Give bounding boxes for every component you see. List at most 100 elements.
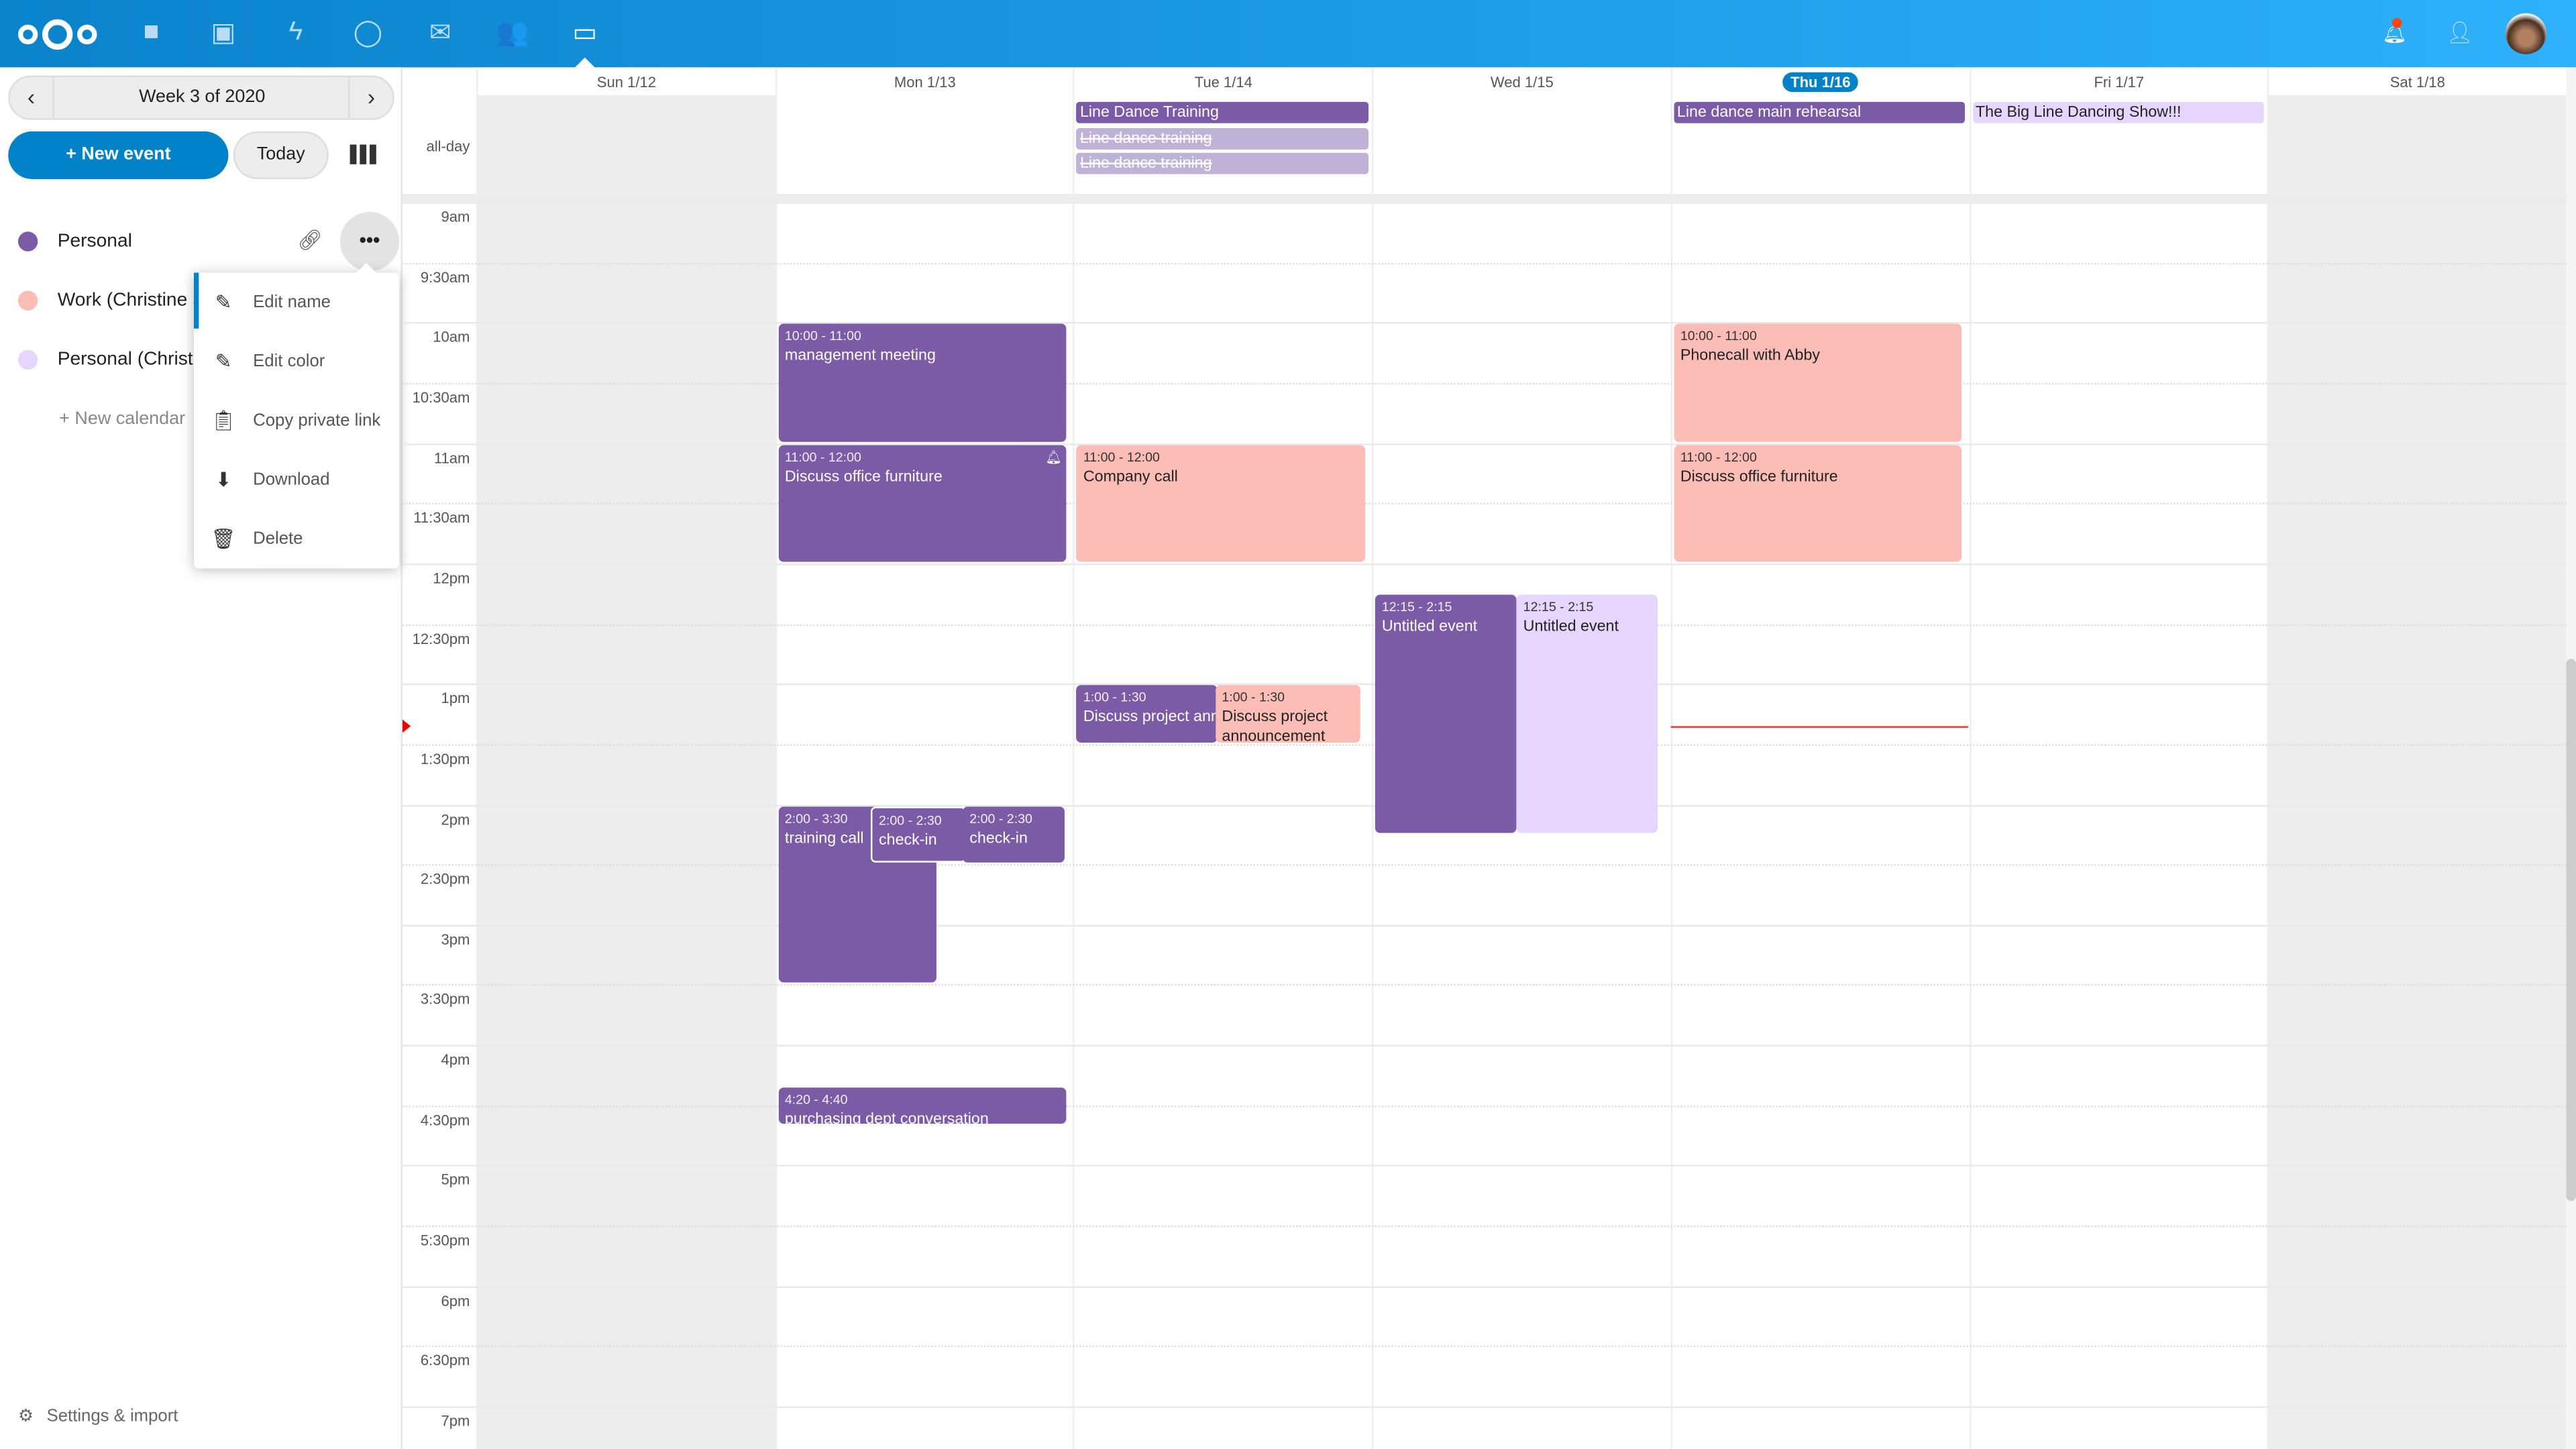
day-column[interactable]	[1670, 95, 1970, 1449]
menu-item-copy-private-link[interactable]: 📋︎ Copy private link	[194, 391, 399, 450]
day-column[interactable]	[775, 95, 1074, 1449]
menu-item-edit-name[interactable]: ✎ Edit name	[194, 273, 399, 332]
grid-line	[402, 985, 2567, 987]
day-header[interactable]: Wed 1/15	[1372, 67, 1671, 96]
trash-icon: 🗑︎	[211, 527, 236, 551]
calendar-item-personal[interactable]: Personal 🔗︎ •••	[0, 211, 402, 272]
nextcloud-logo[interactable]	[16, 16, 98, 52]
calendar-event[interactable]: 11:00 - 12:00 Discuss office furniture 🔔︎	[778, 444, 1067, 562]
event-time: 1:00 - 1:30	[1083, 690, 1146, 706]
time-label: 6:30pm	[420, 1352, 470, 1369]
pencil-icon: ✎	[215, 290, 232, 314]
scrollbar[interactable]	[2566, 67, 2576, 1449]
day-label: Mon 1/13	[894, 72, 956, 90]
grid-line	[402, 924, 2567, 926]
day-column[interactable]	[1073, 95, 1373, 1449]
calendar-event[interactable]: 12:15 - 2:15 Untitled event	[1375, 595, 1517, 833]
new-event-button[interactable]: + New event	[8, 131, 229, 179]
day-label: Sun 1/12	[596, 72, 657, 90]
calendar-event[interactable]: 1:00 - 1:30 Discuss project announcement	[1077, 685, 1218, 743]
all-day-event[interactable]: Line Dance Training	[1077, 101, 1369, 123]
contacts-menu-icon[interactable]: 👤︎	[2446, 19, 2474, 45]
settings-label: Settings & import	[46, 1406, 178, 1426]
day-label: Wed 1/15	[1490, 72, 1554, 90]
all-day-event[interactable]: Line dance training	[1077, 152, 1369, 174]
day-column[interactable]	[1969, 95, 2268, 1449]
calendar-event[interactable]: 12:15 - 2:15 Untitled event	[1516, 595, 1658, 833]
time-label: 10am	[433, 329, 470, 346]
event-time: 2:00 - 3:30	[784, 810, 848, 826]
event-time: 1:00 - 1:30	[1222, 690, 1285, 706]
all-day-event[interactable]: Line dance main rehearsal	[1674, 101, 1966, 123]
menu-label: Edit color	[253, 352, 325, 372]
day-header[interactable]: Sun 1/12	[476, 67, 775, 96]
menu-item-edit-color[interactable]: ✎ Edit color	[194, 332, 399, 391]
gear-icon: ⚙	[17, 1406, 34, 1426]
next-week-button[interactable]: ›	[348, 77, 392, 119]
all-day-event[interactable]: Line dance training	[1077, 127, 1369, 149]
calendar-event[interactable]: 11:00 - 12:00 Discuss office furniture	[1674, 444, 1963, 562]
day-header[interactable]: Tue 1/14	[1073, 67, 1373, 96]
day-column[interactable]	[476, 95, 775, 1449]
activity-icon[interactable]: ϟ	[288, 17, 303, 46]
calendar-item-work[interactable]: Work (Christine S	[0, 271, 402, 330]
calendar-event[interactable]: 11:00 - 12:00 Company call	[1077, 444, 1366, 562]
time-label: 1pm	[441, 690, 470, 707]
time-label: 10:30am	[412, 389, 470, 406]
event-title: check-in	[969, 828, 1028, 847]
settings-import-button[interactable]: ⚙ Settings & import	[18, 1406, 178, 1426]
menu-label: Delete	[253, 529, 303, 549]
more-actions-button[interactable]: •••	[339, 211, 400, 272]
calendar-icon[interactable]: ▭	[572, 19, 598, 48]
calendar-event[interactable]: 1:00 - 1:30 Discuss project announcement	[1215, 685, 1360, 743]
day-header[interactable]: Sat 1/18	[2267, 67, 2567, 96]
download-icon: ⬇	[215, 468, 232, 492]
calendar-event[interactable]: 4:20 - 4:40 purchasing dept conversation	[778, 1087, 1067, 1124]
grid-line	[402, 1406, 2567, 1408]
calendar-event[interactable]: 2:00 - 2:30 check-in	[870, 806, 966, 863]
event-time: 10:00 - 11:00	[1680, 329, 1757, 344]
calendar-event[interactable]: 2:00 - 2:30 check-in	[963, 806, 1065, 863]
menu-item-download[interactable]: ⬇ Download	[194, 450, 399, 509]
menu-label: Download	[253, 470, 330, 490]
grid-line	[402, 1285, 2567, 1288]
time-label: 2:30pm	[420, 871, 470, 888]
grid-line	[402, 1346, 2567, 1348]
grid-line	[402, 322, 2567, 325]
talk-icon[interactable]: ◯	[353, 19, 383, 48]
photos-icon[interactable]: ▣	[211, 19, 236, 48]
today-button[interactable]: Today	[233, 131, 329, 179]
event-title: Discuss office furniture	[784, 467, 943, 486]
time-label: 5:30pm	[420, 1232, 470, 1249]
active-app-indicator	[575, 57, 595, 68]
new-calendar-link[interactable]: + New calendar	[59, 409, 186, 429]
time-label: 11am	[433, 449, 470, 466]
event-title: Untitled event	[1523, 618, 1619, 637]
all-day-label: all-day	[402, 95, 477, 194]
view-switcher-icon[interactable]	[350, 144, 376, 164]
calendar-item-personal-shared[interactable]: Personal (Christi	[0, 330, 402, 389]
day-header[interactable]: Mon 1/13	[775, 67, 1074, 96]
share-link-icon[interactable]: 🔗︎	[297, 228, 323, 252]
all-day-divider	[402, 193, 2567, 203]
calendar-color-dot	[17, 231, 38, 252]
calendar-event[interactable]: 10:00 - 11:00 management meeting	[778, 324, 1067, 441]
notifications-icon[interactable]: 🔔︎	[2382, 17, 2407, 44]
day-header[interactable]: Fri 1/17	[1969, 67, 2268, 96]
grid-line	[402, 202, 2567, 204]
event-title: training call	[784, 828, 864, 847]
week-label[interactable]: Week 3 of 2020	[139, 87, 266, 107]
day-header[interactable]: Thu 1/16	[1670, 67, 1970, 96]
avatar[interactable]	[2505, 13, 2546, 54]
files-icon[interactable]: ■	[143, 17, 160, 46]
contacts-icon[interactable]: 👥	[496, 19, 529, 48]
all-day-event[interactable]: The Big Line Dancing Show!!!	[1972, 101, 2265, 123]
menu-item-delete[interactable]: 🗑︎ Delete	[194, 509, 399, 568]
mail-icon[interactable]: ✉	[429, 19, 451, 48]
calendar-event[interactable]: 10:00 - 11:00 Phonecall with Abby	[1674, 324, 1963, 441]
grid-line	[402, 1044, 2567, 1047]
time-label: 5pm	[441, 1172, 470, 1189]
day-label: Thu 1/16	[1782, 71, 1859, 91]
previous-week-button[interactable]: ‹	[10, 77, 54, 119]
day-column[interactable]	[2267, 95, 2567, 1449]
